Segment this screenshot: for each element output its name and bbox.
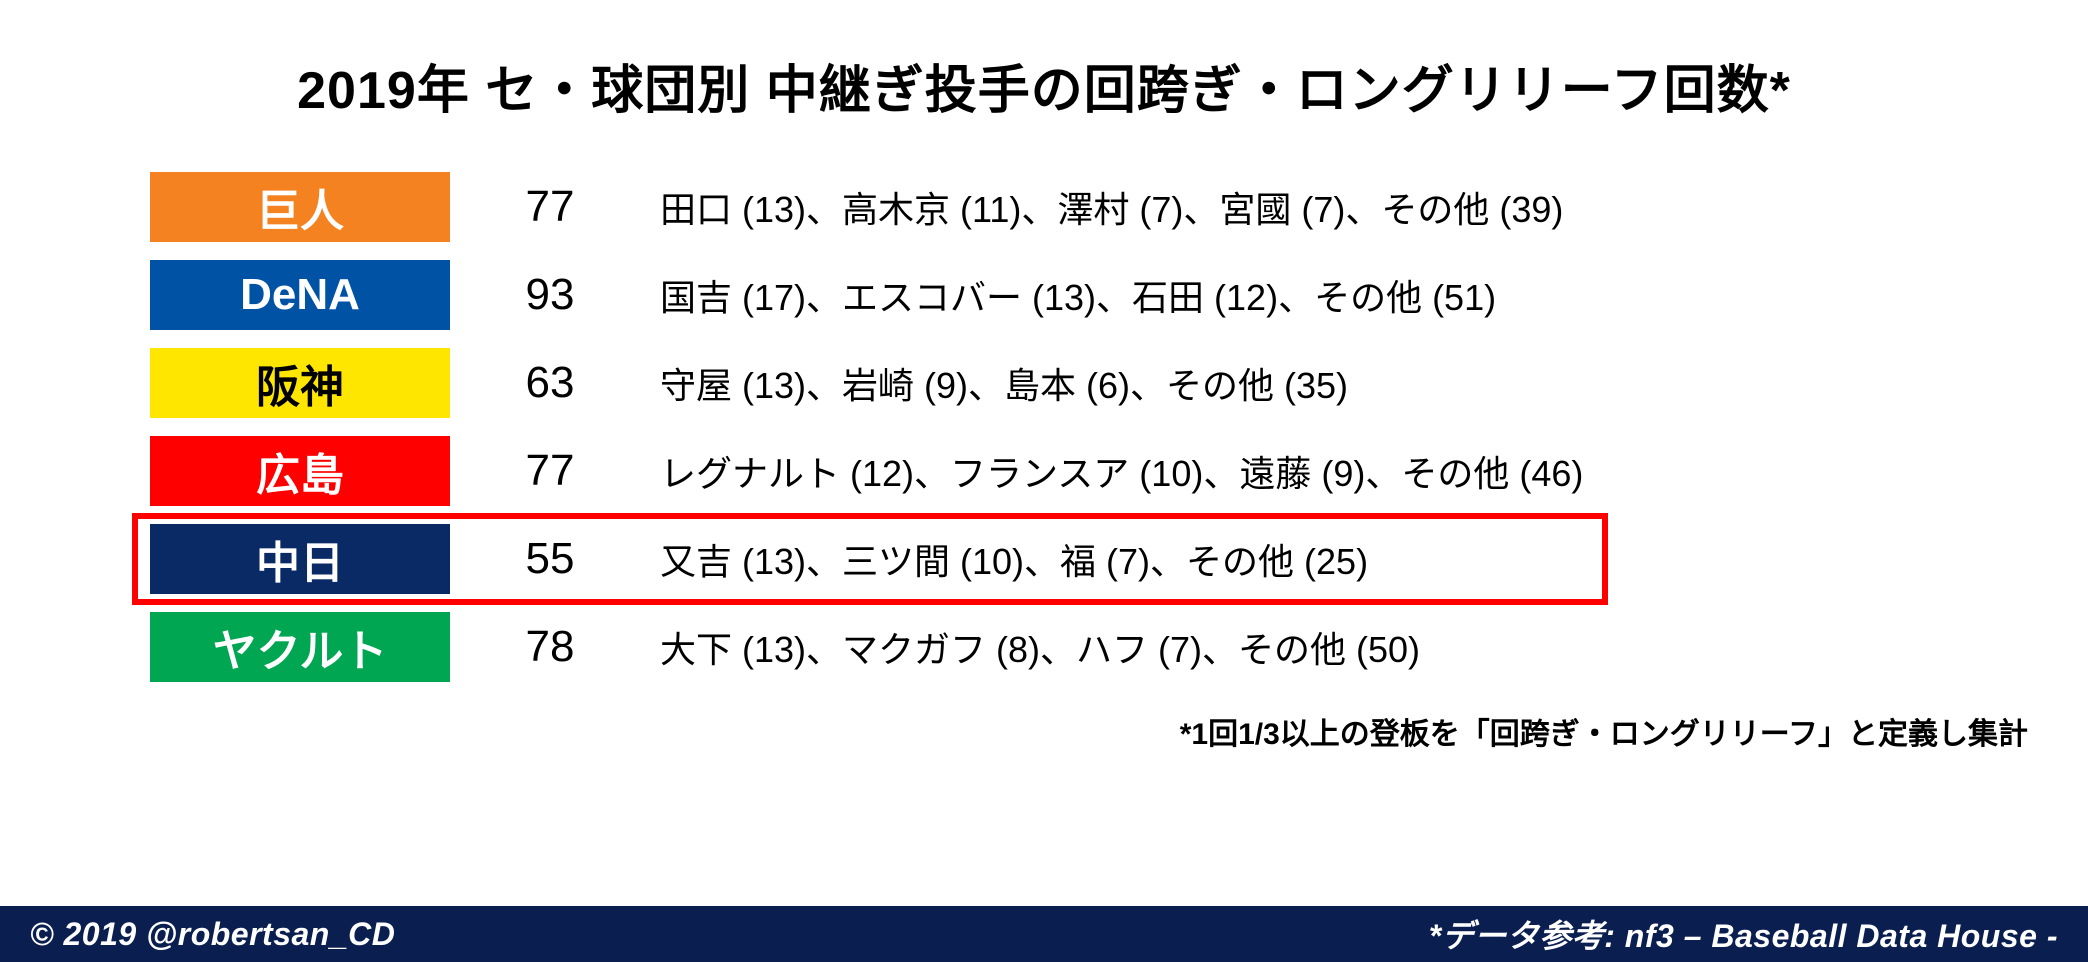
team-detail: 守屋 (13)、岩崎 (9)、島本 (6)、その他 (35) (650, 357, 2028, 409)
team-total: 78 (450, 622, 650, 672)
table-row: ヤクルト78大下 (13)、マクガフ (8)、ハフ (7)、その他 (50) (150, 603, 2028, 691)
team-detail: レグナルト (12)、フランスア (10)、遠藤 (9)、その他 (46) (650, 445, 2028, 497)
team-total: 77 (450, 446, 650, 496)
table-row: 中日55又吉 (13)、三ツ間 (10)、福 (7)、その他 (25) (150, 515, 2028, 603)
team-badge: ヤクルト (150, 612, 450, 682)
team-badge: 阪神 (150, 348, 450, 418)
team-badge: DeNA (150, 260, 450, 330)
table-row: 広島77レグナルト (12)、フランスア (10)、遠藤 (9)、その他 (46… (150, 427, 2028, 515)
team-total: 55 (450, 534, 650, 584)
data-source: *データ参考: nf3 – Baseball Data House - (1429, 911, 2058, 957)
footer-bar: © 2019 @robertsan_CD *データ参考: nf3 – Baseb… (0, 906, 2088, 962)
copyright: © 2019 @robertsan_CD (30, 916, 395, 953)
team-badge: 広島 (150, 436, 450, 506)
team-detail: 国吉 (17)、エスコバー (13)、石田 (12)、その他 (51) (650, 269, 2028, 321)
table-row: 阪神63守屋 (13)、岩崎 (9)、島本 (6)、その他 (35) (150, 339, 2028, 427)
table-row: 巨人77田口 (13)、高木京 (11)、澤村 (7)、宮國 (7)、その他 (… (150, 163, 2028, 251)
team-total: 77 (450, 182, 650, 232)
definition-note: *1回1/3以上の登板を「回跨ぎ・ロングリリーフ」と定義し集計 (0, 691, 2088, 753)
team-badge: 中日 (150, 524, 450, 594)
team-table: 巨人77田口 (13)、高木京 (11)、澤村 (7)、宮國 (7)、その他 (… (0, 163, 2088, 691)
team-detail: 大下 (13)、マクガフ (8)、ハフ (7)、その他 (50) (650, 621, 2028, 673)
team-total: 63 (450, 358, 650, 408)
table-row: DeNA93国吉 (17)、エスコバー (13)、石田 (12)、その他 (51… (150, 251, 2028, 339)
team-detail: 田口 (13)、高木京 (11)、澤村 (7)、宮國 (7)、その他 (39) (650, 181, 2028, 233)
team-badge: 巨人 (150, 172, 450, 242)
page-title: 2019年 セ・球団別 中継ぎ投手の回跨ぎ・ロングリリーフ回数* (0, 0, 2088, 163)
team-total: 93 (450, 270, 650, 320)
team-detail: 又吉 (13)、三ツ間 (10)、福 (7)、その他 (25) (650, 533, 2028, 585)
